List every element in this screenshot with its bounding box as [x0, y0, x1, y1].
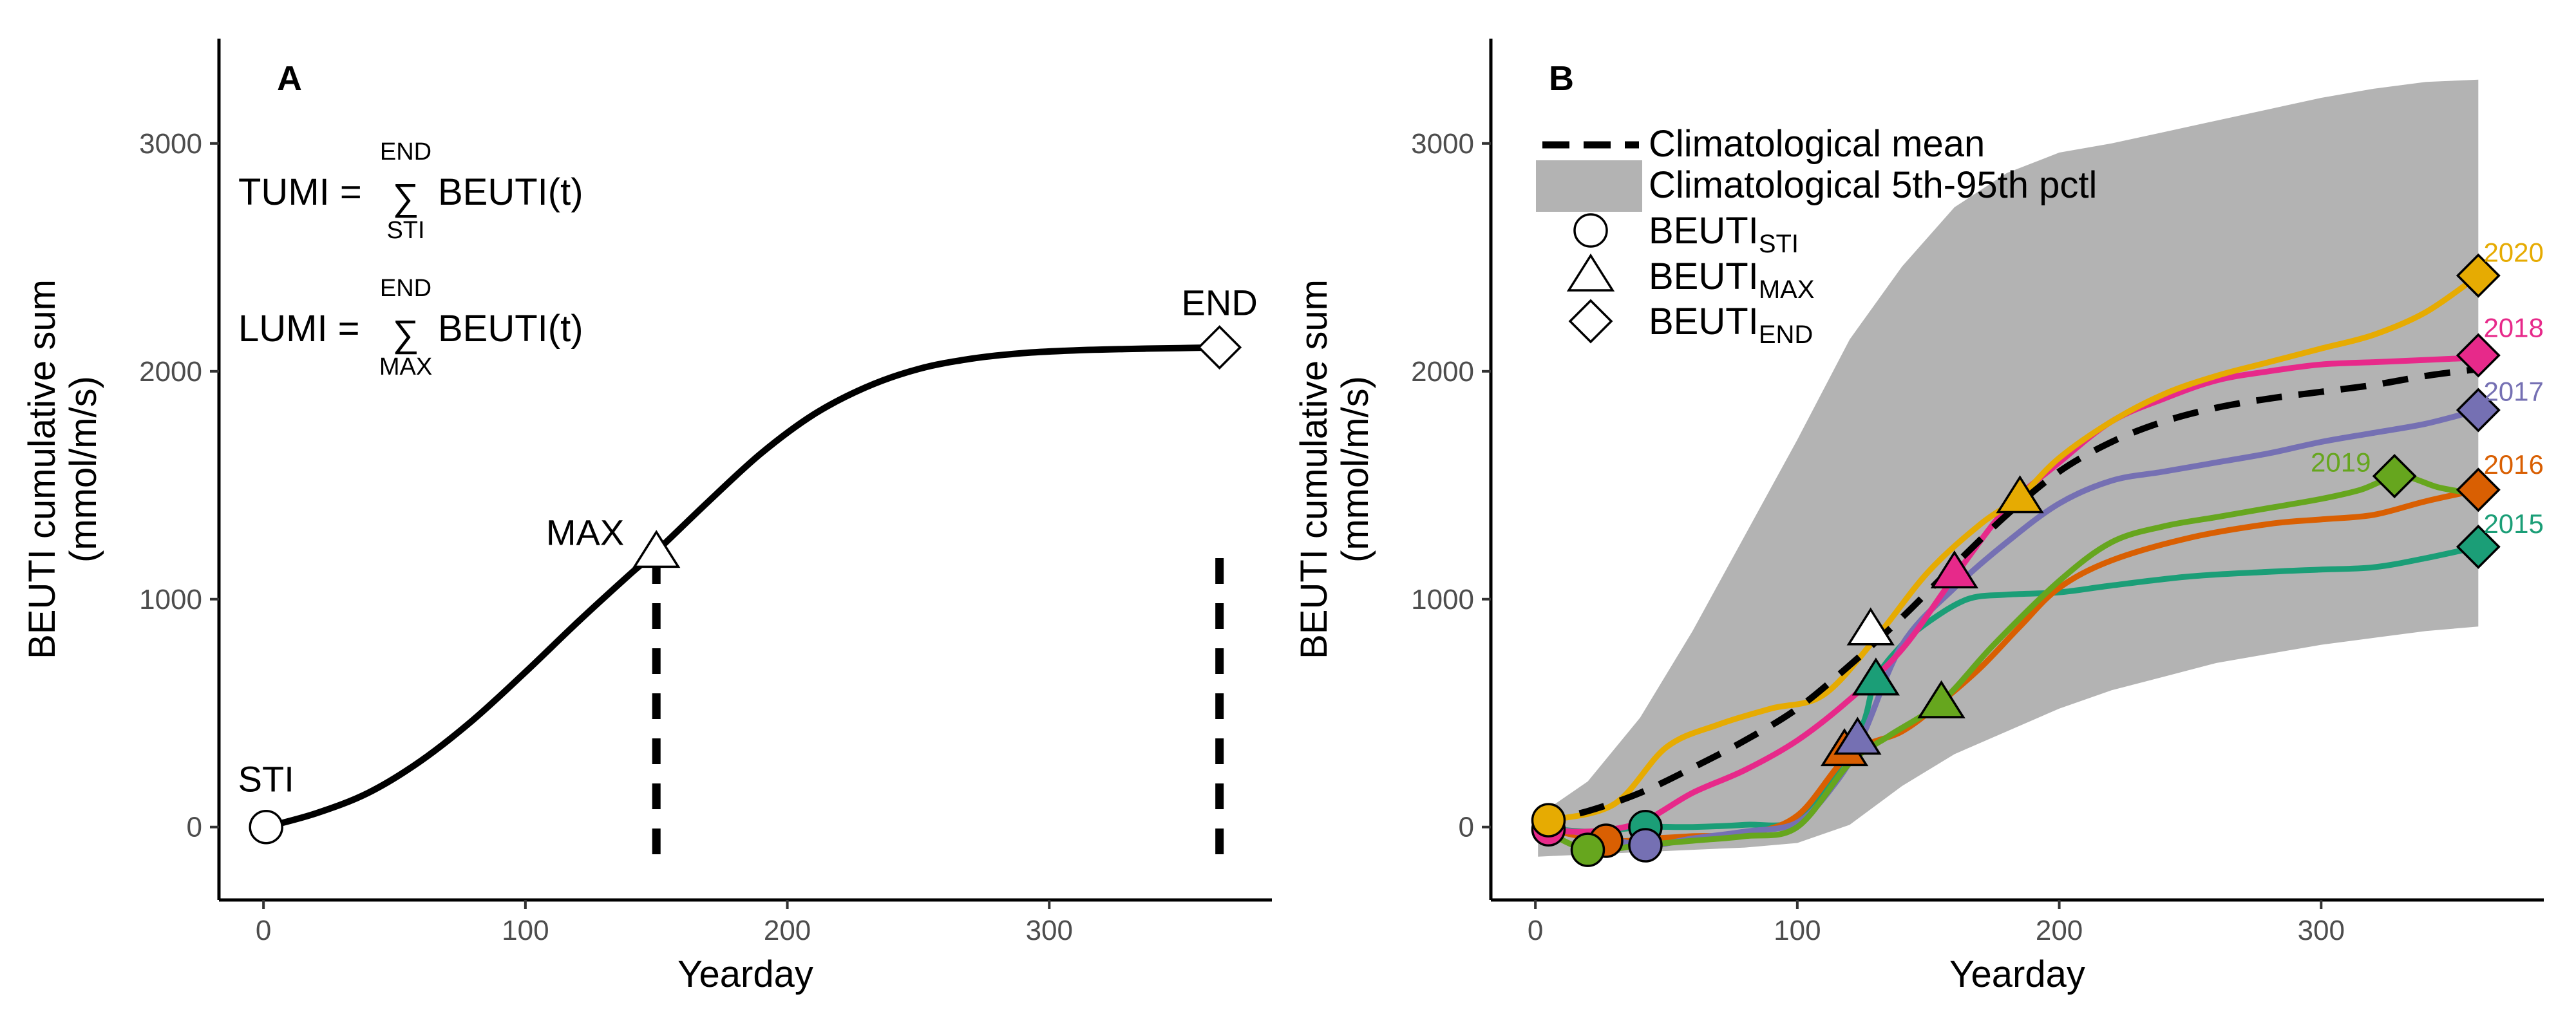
- panel-a-label-sti: STI: [238, 759, 294, 800]
- legend-key-end: [1568, 299, 1613, 344]
- panel-b-y-tick-label: 2000: [1411, 356, 1474, 388]
- panel-a-marker-sti: [249, 809, 283, 845]
- legend-label: Climatological mean: [1649, 123, 1985, 165]
- formula-lower-limit: STI: [386, 217, 424, 244]
- panel-b-y-axis-title: BEUTI cumulative sum(mmol/m/s): [1293, 279, 1376, 659]
- formula-upper-limit: END: [380, 275, 431, 302]
- marker-max-climatology: [1846, 607, 1895, 646]
- panel-a-label-end: END: [1182, 283, 1258, 323]
- year-label-2019: 2019: [2311, 447, 2371, 477]
- panel-a-panel-label: A: [277, 59, 302, 98]
- panel-b-x-tick-label: 100: [1774, 915, 1821, 946]
- legend-label: BEUTISTI: [1649, 210, 1799, 258]
- panel-a-x-axis-title: Yearday: [677, 953, 813, 995]
- marker-max-2020: [1996, 475, 2044, 514]
- legend-label: Climatological 5th-95th pctl: [1649, 164, 2097, 206]
- marker-max-2015: [1852, 657, 1900, 696]
- marker-sti-2019: [1570, 832, 1605, 867]
- legend-label: BEUTIMAX: [1649, 256, 1815, 304]
- panel-b-y-tick-label: 1000: [1411, 584, 1474, 615]
- legend-key-band: [1536, 160, 1642, 212]
- series-line-2019: [1537, 473, 2479, 854]
- marker-end-2018: [2456, 333, 2501, 378]
- panel-a-y-tick-label: 1000: [139, 584, 202, 615]
- panel-a-formula: TUMI = END ∑STI BEUTI(t): [238, 138, 583, 244]
- panel-a-y-axis-title: BEUTI cumulative sum(mmol/m/s): [21, 279, 104, 659]
- marker-max-2018: [1930, 550, 1979, 589]
- legend-label-sub: MAX: [1759, 276, 1815, 304]
- year-label-2016: 2016: [2483, 449, 2543, 480]
- panel-b-x-tick-label: 0: [1528, 915, 1543, 946]
- formula-upper-limit: END: [380, 138, 431, 165]
- legend-label-main: Climatological 5th-95th pctl: [1649, 164, 2097, 206]
- formula-lhs: TUMI =: [238, 171, 362, 213]
- year-label-2015: 2015: [2483, 509, 2543, 539]
- marker-end-2015: [2456, 524, 2501, 569]
- panel-b-y-tick-label: 0: [1459, 812, 1474, 843]
- marker-end-2020: [2456, 253, 2501, 298]
- legend-label-sub: END: [1759, 321, 1813, 349]
- panel-a-y-tick-label: 2000: [139, 356, 202, 388]
- panel-b-x-axis-title: Yearday: [1949, 953, 2085, 995]
- marker-sti-2017: [1628, 828, 1663, 863]
- marker-sti-2020: [1531, 803, 1566, 838]
- legend-label-main: BEUTI: [1649, 210, 1759, 252]
- formula-rhs: BEUTI(t): [438, 171, 583, 213]
- legend-label: BEUTIEND: [1649, 301, 1813, 349]
- panel-b-climatological-mean-line: [1537, 366, 2479, 826]
- series-line-2015: [1537, 543, 2479, 835]
- panel-a-y-axis-title-line: BEUTI cumulative sum: [21, 279, 63, 659]
- formula-sum-symbol: ∑: [392, 176, 419, 218]
- panel-a-marker-max: [632, 530, 681, 568]
- legend-label-main: BEUTI: [1649, 301, 1759, 342]
- legend-label-main: BEUTI: [1649, 256, 1759, 297]
- formula-rhs: BEUTI(t): [438, 308, 583, 350]
- legend-label-main: Climatological mean: [1649, 123, 1985, 165]
- panel-b-panel-label: B: [1549, 59, 1574, 98]
- series-line-2017: [1537, 407, 2479, 848]
- panel-a-x-tick-label: 100: [502, 915, 549, 946]
- marker-max-2019: [1917, 680, 1965, 718]
- year-label-2017: 2017: [2483, 377, 2543, 407]
- marker-end-2016: [2456, 467, 2501, 512]
- panel-a-y-tick-label: 3000: [139, 128, 202, 160]
- panel-a-label-max: MAX: [546, 512, 624, 552]
- formula-lower-limit: MAX: [379, 353, 432, 380]
- marker-end-2019: [2372, 454, 2417, 499]
- year-label-2018: 2018: [2483, 313, 2543, 343]
- formula-lhs: LUMI =: [238, 308, 360, 350]
- panel-a-y-tick-label: 0: [187, 812, 202, 843]
- marker-max-2017: [1833, 716, 1882, 755]
- legend-label-sub: STI: [1759, 230, 1799, 258]
- panel-b-x-tick-label: 300: [2298, 915, 2345, 946]
- panel-b-climatology-band: [1538, 79, 2479, 857]
- panel-a-series-line: [265, 344, 1220, 830]
- panel-a-marker-end: [1197, 325, 1242, 370]
- legend-key-sti: [1573, 213, 1608, 248]
- marker-end-2017: [2456, 388, 2501, 433]
- panel-b-y-axis-title-line: BEUTI cumulative sum: [1293, 279, 1335, 659]
- panel-b-y-tick-label: 3000: [1411, 128, 1474, 160]
- formula-sum-symbol: ∑: [392, 313, 419, 355]
- panel-a-x-tick-label: 200: [764, 915, 811, 946]
- year-label-2020: 2020: [2483, 238, 2543, 268]
- panel-b-x-tick-label: 200: [2036, 915, 2083, 946]
- panel-a-y-axis-title-line: (mmol/m/s): [62, 376, 104, 563]
- legend-key-max: [1566, 253, 1615, 292]
- panel-a-x-tick-label: 300: [1026, 915, 1073, 946]
- panel-b-y-axis-title-line: (mmol/m/s): [1334, 376, 1376, 563]
- panel-a-x-tick-label: 0: [256, 915, 271, 946]
